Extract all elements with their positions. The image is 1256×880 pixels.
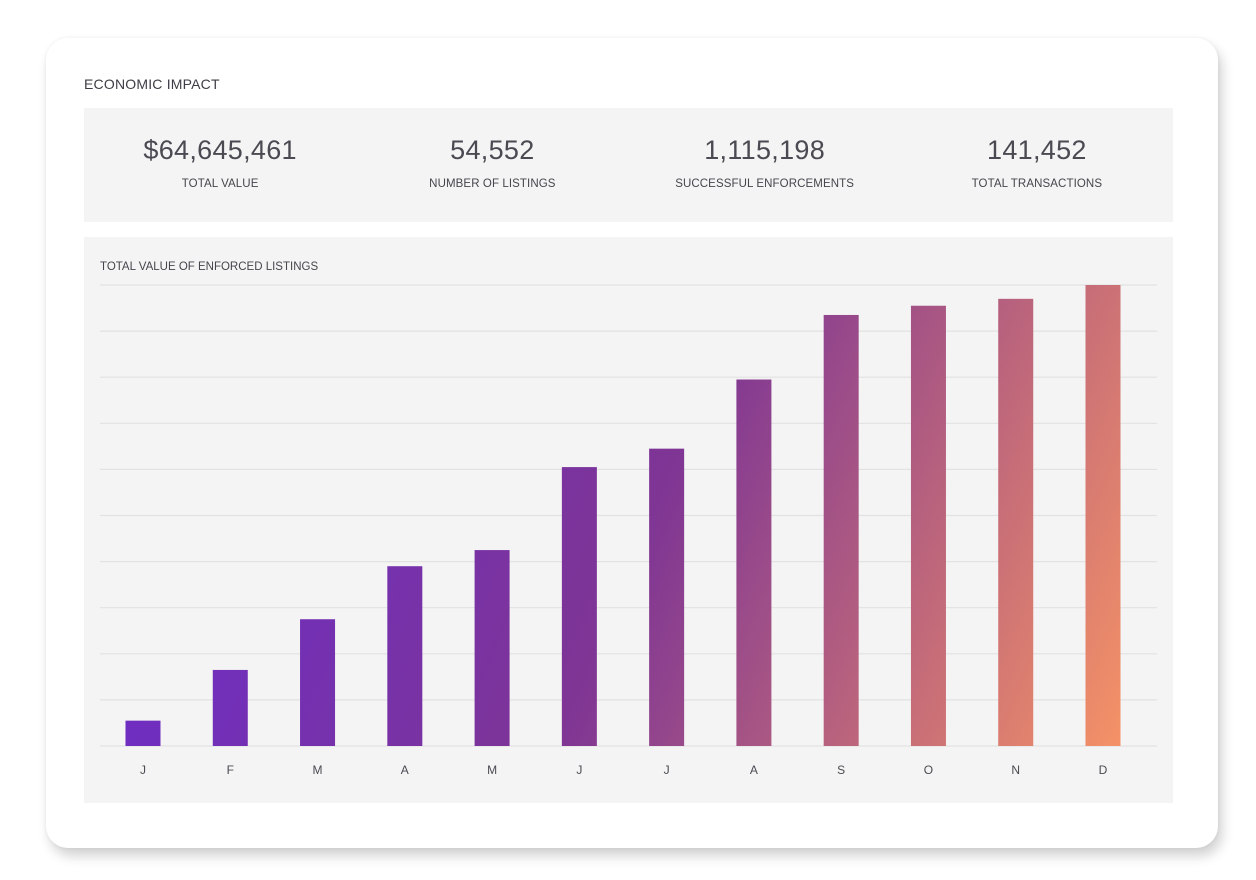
stat-label: TOTAL TRANSACTIONS (971, 178, 1103, 190)
bar-10 (910, 305, 946, 746)
stat-total-transactions: 141,452 TOTAL TRANSACTIONS (901, 108, 1173, 222)
bar-4 (387, 566, 423, 746)
x-tick-label: J (140, 763, 146, 777)
stat-number-of-listings: 54,552 NUMBER OF LISTINGS (356, 108, 628, 222)
bar-6 (561, 467, 597, 746)
bar-1 (125, 720, 161, 746)
bar-2 (212, 669, 248, 746)
bar-3 (300, 619, 336, 746)
stats-panel: $64,645,461 TOTAL VALUE 54,552 NUMBER OF… (84, 108, 1173, 222)
stat-total-value: $64,645,461 TOTAL VALUE (84, 108, 356, 222)
stat-value: 141,452 (987, 135, 1087, 165)
bar-5 (474, 550, 510, 746)
bar-9 (823, 314, 859, 746)
section-title: ECONOMIC IMPACT (84, 76, 220, 92)
stat-label: NUMBER OF LISTINGS (429, 178, 556, 190)
stat-label: TOTAL VALUE (181, 178, 259, 190)
stat-successful-enforcements: 1,115,198 SUCCESSFUL ENFORCEMENTS (629, 108, 901, 222)
x-tick-label: J (664, 763, 670, 777)
bar-7 (649, 448, 685, 746)
x-tick-label: M (487, 763, 497, 777)
bar-12 (1085, 285, 1121, 746)
x-tick-label: M (313, 763, 323, 777)
bar-11 (998, 298, 1034, 746)
stat-value: $64,645,461 (143, 135, 297, 165)
chart-panel: TOTAL VALUE OF ENFORCED LISTINGS J F M A M J J… (84, 237, 1173, 803)
stat-value: 54,552 (450, 135, 535, 165)
stat-label: SUCCESSFUL ENFORCEMENTS (675, 178, 855, 190)
chart-title: TOTAL VALUE OF ENFORCED LISTINGS (100, 261, 319, 273)
x-tick-label: N (1011, 763, 1020, 777)
x-tick-label: D (1099, 763, 1108, 777)
x-tick-label: A (750, 763, 758, 777)
bar-8 (736, 379, 772, 746)
x-tick-label: F (227, 763, 234, 777)
x-tick-label: O (924, 763, 933, 777)
x-tick-label: S (837, 763, 845, 777)
x-tick-label: A (401, 763, 409, 777)
stat-value: 1,115,198 (704, 135, 826, 165)
x-tick-label: J (576, 763, 582, 777)
